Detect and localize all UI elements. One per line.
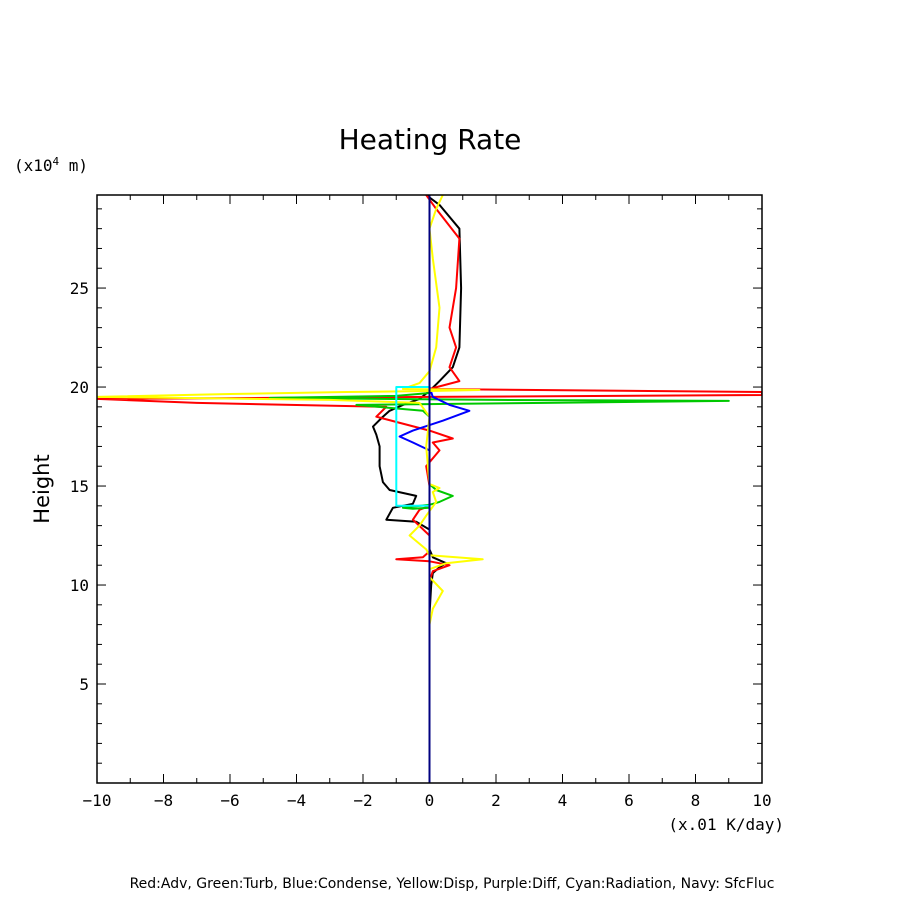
x-tick-label: 10 bbox=[752, 791, 771, 810]
series-line-4 bbox=[398, 195, 471, 783]
x-tick-label: −6 bbox=[220, 791, 239, 810]
y-unit-prefix: (x10 bbox=[14, 156, 53, 175]
series-line-1 bbox=[372, 195, 463, 783]
x-axis-label: (x.01 K/day) bbox=[668, 815, 784, 834]
y-unit-label: (x104 m) bbox=[14, 155, 88, 175]
x-tick-label: 2 bbox=[491, 791, 501, 810]
y-tick-label: 25 bbox=[70, 279, 89, 298]
y-unit-suffix: m) bbox=[59, 156, 88, 175]
y-unit-exponent: 4 bbox=[53, 155, 60, 168]
legend-caption: Red:Adv, Green:Turb, Blue:Condense, Yell… bbox=[129, 876, 775, 892]
x-tick-label: −4 bbox=[287, 791, 306, 810]
series-line-2 bbox=[97, 195, 762, 609]
x-axis-ticks: −10 −8 −6 −4 −2 0 2 4 6 8 10 bbox=[83, 195, 772, 810]
x-tick-label: 4 bbox=[558, 791, 568, 810]
x-tick-label: −10 bbox=[83, 791, 112, 810]
series-line-5 bbox=[97, 195, 484, 625]
y-tick-label: 10 bbox=[70, 576, 89, 595]
x-tick-label: 0 bbox=[425, 791, 435, 810]
x-tick-label: 6 bbox=[624, 791, 634, 810]
series-line-7 bbox=[395, 386, 430, 507]
y-tick-label: 5 bbox=[79, 675, 89, 694]
x-tick-label: −2 bbox=[353, 791, 372, 810]
chart-title: Heating Rate bbox=[339, 123, 522, 156]
plot-frame bbox=[96, 194, 763, 784]
y-axis-label: Height bbox=[30, 454, 54, 523]
series-layer bbox=[97, 195, 762, 783]
y-tick-label: 15 bbox=[70, 477, 89, 496]
x-tick-label: 8 bbox=[691, 791, 701, 810]
y-axis-ticks: 5 10 15 20 25 bbox=[70, 208, 762, 764]
x-tick-label: −8 bbox=[154, 791, 173, 810]
y-tick-label: 20 bbox=[70, 378, 89, 397]
